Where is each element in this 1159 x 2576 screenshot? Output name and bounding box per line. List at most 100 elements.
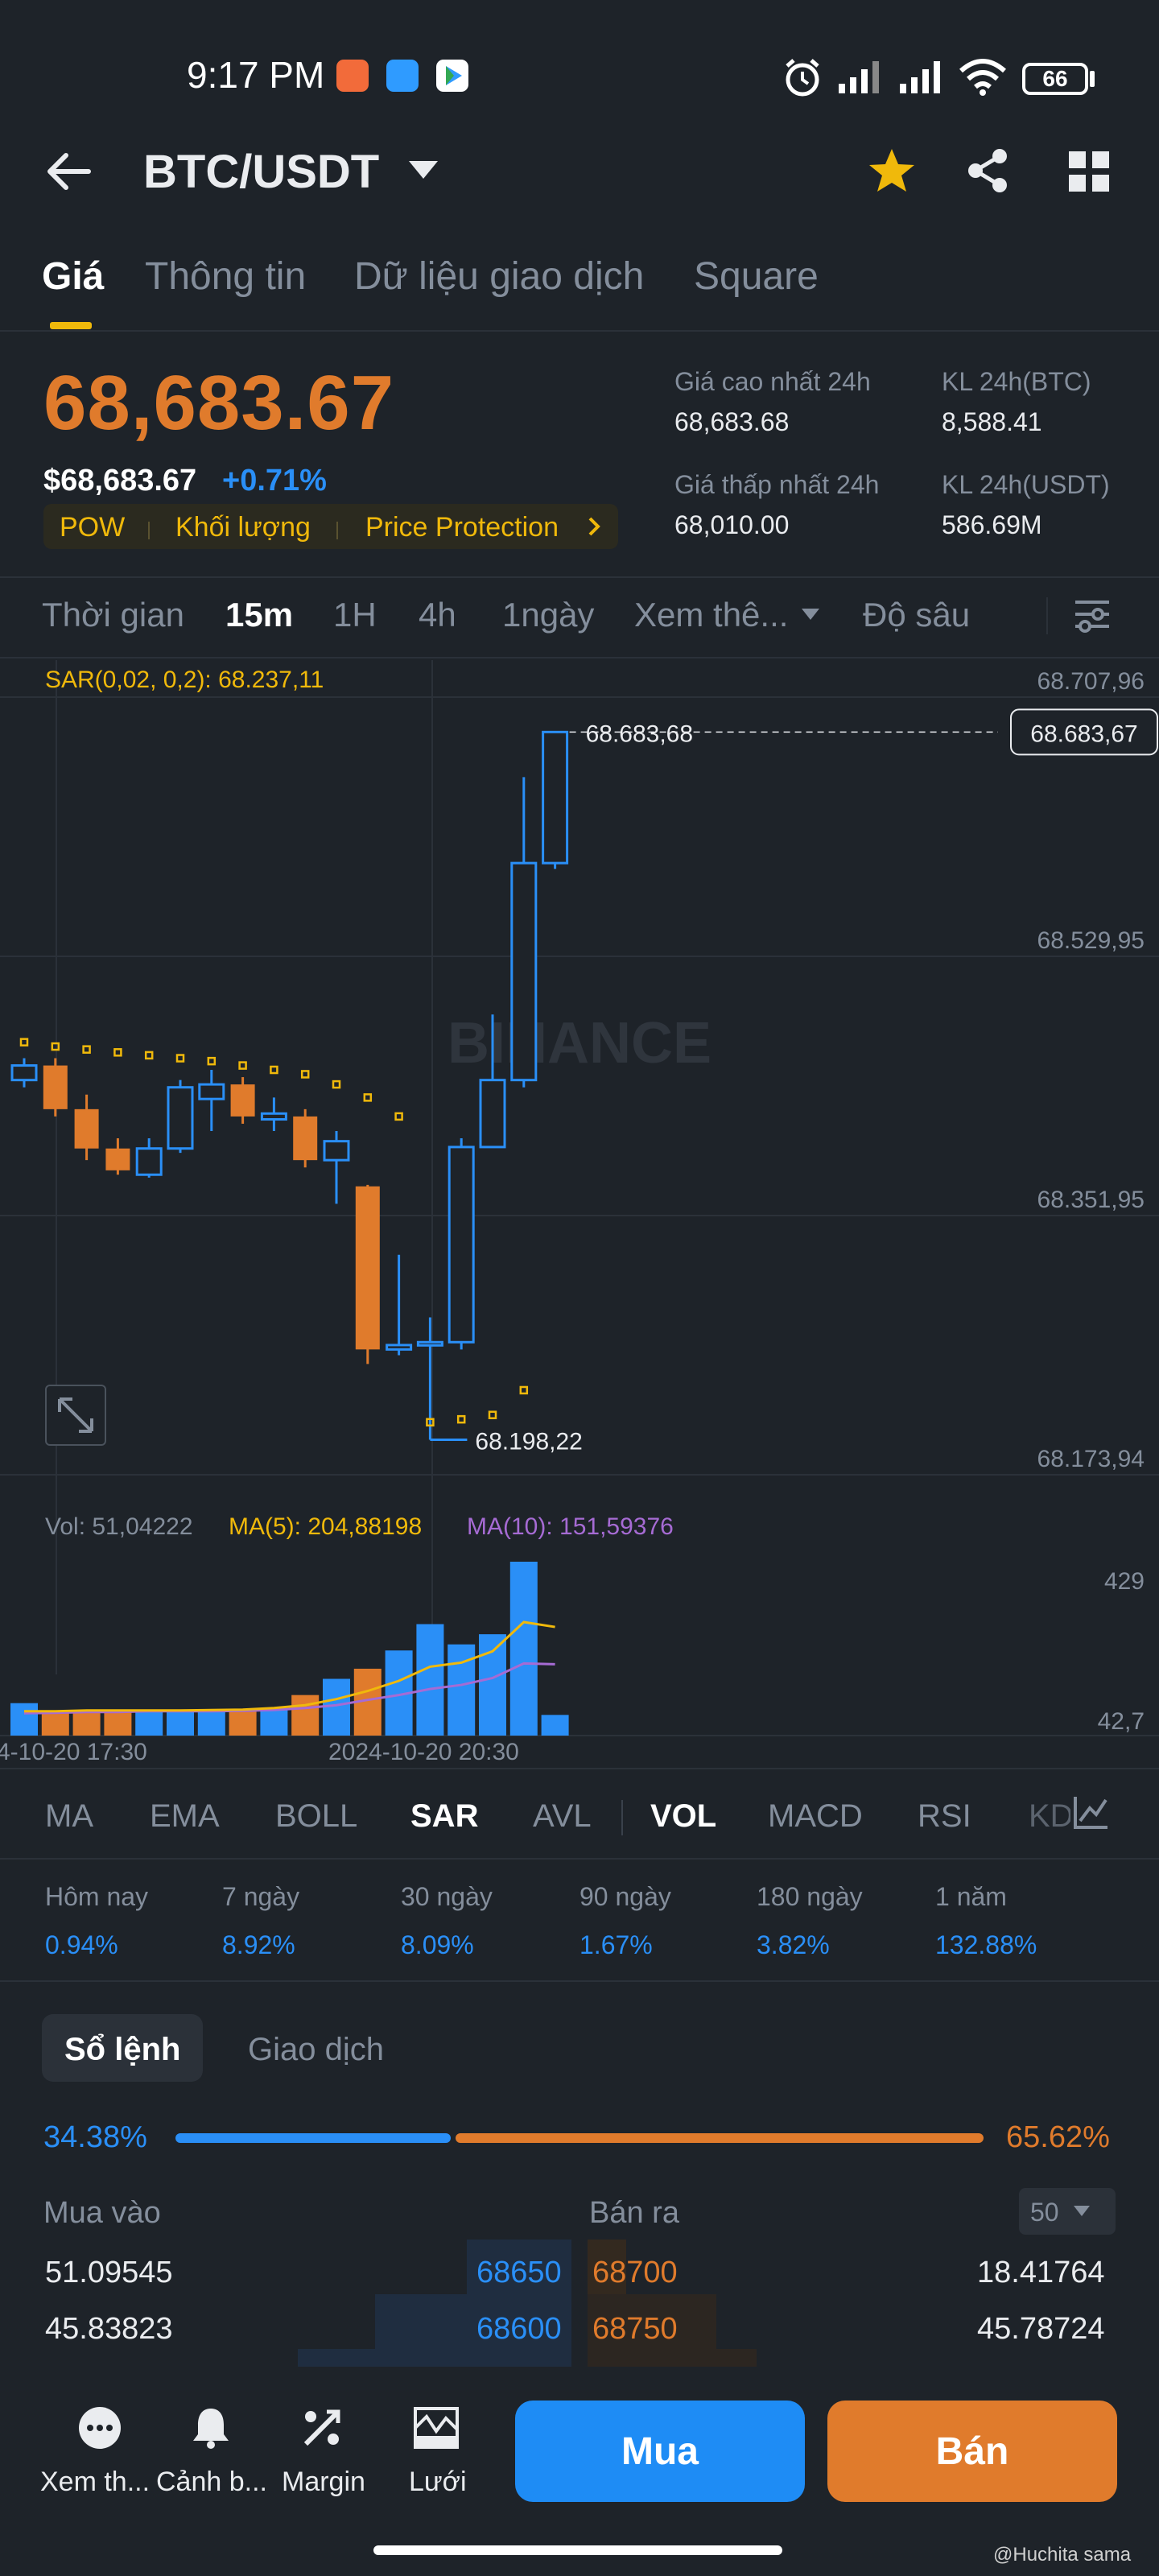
bid-depth-bar <box>375 2294 571 2349</box>
favorite-star-icon[interactable] <box>868 147 916 199</box>
buy-button[interactable]: Mua <box>515 2401 805 2502</box>
pair-dropdown-icon[interactable] <box>409 161 438 179</box>
tag-pow[interactable]: POW <box>60 512 126 543</box>
ask-qty[interactable]: 45.78724 <box>977 2312 1105 2346</box>
grid-bot-icon[interactable] <box>414 2407 459 2453</box>
pair-title[interactable]: BTC/USDT <box>143 146 380 198</box>
action-alert-label[interactable]: Cảnh b... <box>156 2467 267 2497</box>
orderbook-tab-bg[interactable] <box>42 2014 203 2082</box>
tag-volume[interactable]: Khối lượng <box>175 512 311 543</box>
low-annotation: 68.198,22 <box>475 1428 582 1455</box>
interval-4h[interactable]: 4h <box>419 596 456 634</box>
bid-qty[interactable]: 51.09545 <box>45 2256 173 2289</box>
interval-time[interactable]: Thời gian <box>42 596 184 634</box>
ask-price[interactable]: 68700 <box>592 2256 678 2289</box>
tab-order-book[interactable]: Sổ lệnh <box>64 2032 181 2067</box>
bid-price[interactable]: 68650 <box>476 2256 562 2289</box>
volume-bar <box>416 1624 444 1736</box>
candle-body <box>542 730 569 865</box>
bid-price[interactable]: 68600 <box>476 2312 562 2346</box>
sar-dot <box>207 1056 217 1066</box>
bell-icon[interactable] <box>188 2405 233 2454</box>
tab-price[interactable]: Giá <box>42 255 105 298</box>
high-24h-label: Giá cao nhất 24h <box>674 367 871 396</box>
volume-bar <box>229 1709 257 1736</box>
sar-dot <box>488 1410 497 1419</box>
ind-tab-ema[interactable]: EMA <box>150 1798 220 1834</box>
status-time: 9:17 PM <box>187 54 325 96</box>
ind-tab-ma[interactable]: MA <box>45 1798 93 1834</box>
sar-dot <box>238 1061 247 1070</box>
tabs-divider <box>0 330 1159 332</box>
ind-tab-boll[interactable]: BOLL <box>275 1798 358 1834</box>
buy-ratio-bar <box>175 2133 451 2143</box>
volume-label: Vol: 51,04222 <box>45 1513 193 1540</box>
low-24h-value: 68,010.00 <box>674 510 790 539</box>
ind-tab-sar[interactable]: SAR <box>410 1798 479 1834</box>
ind-tab-macd[interactable]: MACD <box>768 1798 863 1834</box>
tab-trades[interactable]: Giao dịch <box>248 2032 384 2067</box>
price-tick-label: 68.173,94 <box>1037 1446 1145 1472</box>
volume-bar <box>291 1695 320 1736</box>
bid-depth-bar <box>467 2240 571 2294</box>
sell-button[interactable]: Bán <box>827 2401 1117 2502</box>
volume-bar <box>135 1710 163 1736</box>
more-dots-icon[interactable] <box>77 2405 122 2454</box>
action-grid-label[interactable]: Lưới <box>409 2467 467 2497</box>
chevron-right-icon[interactable] <box>586 515 602 542</box>
grid-menu-icon[interactable] <box>1069 151 1109 196</box>
back-arrow-icon[interactable] <box>47 151 92 192</box>
bid-qty[interactable]: 45.83823 <box>45 2312 173 2346</box>
depth-caret-icon[interactable] <box>1074 2206 1090 2216</box>
depth-value[interactable]: 50 <box>1030 2198 1059 2227</box>
tab-trading-data[interactable]: Dữ liệu giao dịch <box>354 255 645 298</box>
indicator-settings-icon[interactable] <box>1070 1792 1119 1840</box>
tag-separator <box>148 522 150 539</box>
indicator-divider <box>0 1858 1159 1860</box>
interval-more[interactable]: Xem thê... <box>634 596 789 634</box>
ind-tab-kd[interactable]: KD <box>1029 1798 1074 1834</box>
interval-depth[interactable]: Độ sâu <box>863 596 971 634</box>
volume-bar <box>167 1710 194 1736</box>
sar-dot <box>426 1418 435 1427</box>
perf-value-today: 0.94% <box>45 1930 118 1959</box>
perf-value-180d: 3.82% <box>757 1930 830 1959</box>
candle-body <box>323 1140 350 1162</box>
ask-qty[interactable]: 18.41764 <box>977 2256 1105 2289</box>
expand-chart-icon[interactable] <box>45 1385 106 1446</box>
price-tick-label: 68.529,95 <box>1037 927 1145 954</box>
home-indicator[interactable] <box>373 2545 782 2555</box>
candle-body <box>43 1065 68 1109</box>
play-store-icon <box>436 60 468 92</box>
tab-info[interactable]: Thông tin <box>145 255 307 298</box>
ind-tab-avl[interactable]: AVL <box>533 1798 592 1834</box>
interval-1d[interactable]: 1ngày <box>502 596 595 634</box>
tags-bar[interactable] <box>43 504 618 549</box>
volume-bar <box>41 1710 69 1736</box>
interval-15m[interactable]: 15m <box>225 596 294 634</box>
ind-tab-vol[interactable]: VOL <box>650 1798 717 1834</box>
share-icon[interactable] <box>966 148 1011 197</box>
sar-dot <box>175 1054 185 1063</box>
tab-square[interactable]: Square <box>694 255 819 298</box>
vol-btc-value: 8,588.41 <box>942 407 1042 436</box>
vol-btc-label: KL 24h(BTC) <box>942 367 1091 396</box>
depth-selector[interactable] <box>1019 2188 1116 2235</box>
more-caret-icon[interactable] <box>802 609 819 620</box>
volume-bar <box>479 1634 506 1736</box>
action-margin-label[interactable]: Margin <box>282 2467 365 2497</box>
ind-tab-rsi[interactable]: RSI <box>918 1798 971 1834</box>
margin-icon[interactable] <box>299 2405 344 2454</box>
messenger-icon <box>386 60 419 92</box>
sar-dot <box>363 1093 373 1102</box>
action-more-label[interactable]: Xem th... <box>40 2467 151 2497</box>
ask-header: Bán ra <box>589 2196 679 2230</box>
tag-price-protection[interactable]: Price Protection <box>365 512 559 543</box>
sar-dot <box>144 1051 154 1060</box>
price-chart[interactable]: 68.707,96 68.529,95 68.351,95 68.173,94 BINA… <box>0 660 1159 1771</box>
interval-1h[interactable]: 1H <box>333 596 377 634</box>
ask-price[interactable]: 68750 <box>592 2312 678 2346</box>
battery-icon: 66 <box>1022 63 1088 95</box>
chart-settings-icon[interactable] <box>1074 596 1111 637</box>
change-percent: +0.71% <box>222 464 327 497</box>
